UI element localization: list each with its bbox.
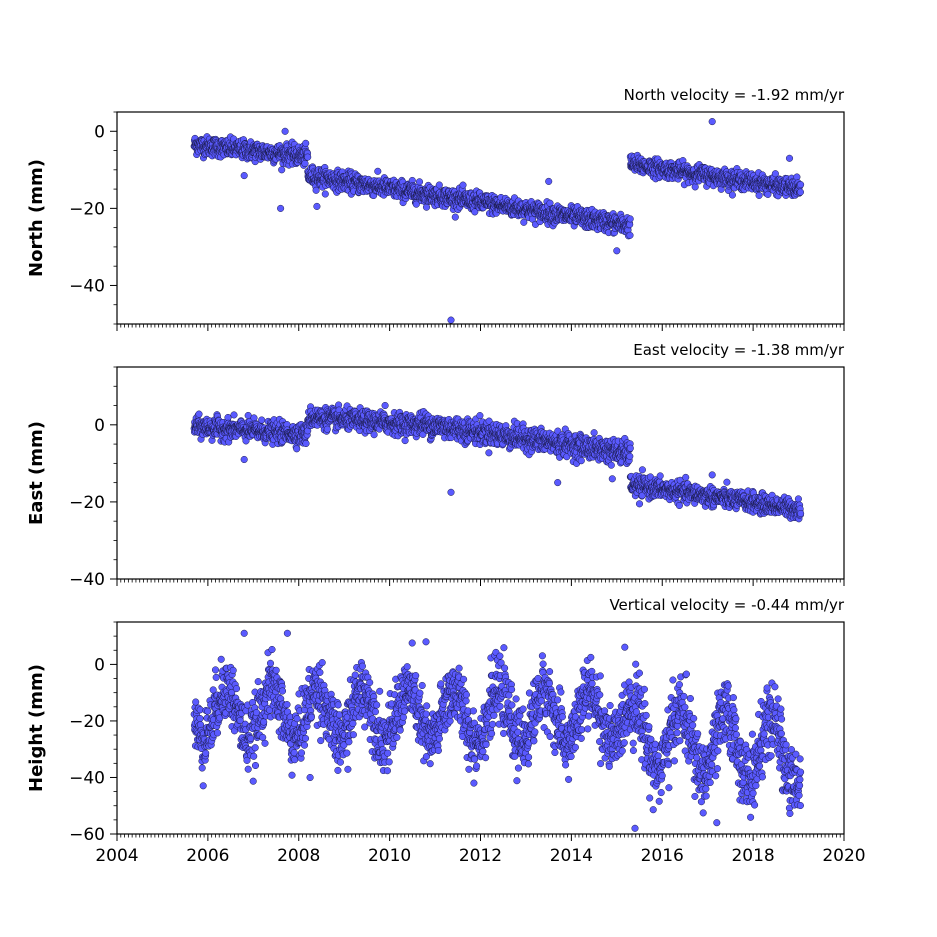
data-point	[435, 181, 443, 189]
outlier-point	[447, 316, 455, 324]
data-point	[323, 425, 331, 433]
data-point	[771, 170, 779, 178]
outlier-point	[277, 204, 285, 212]
y-tick-label: −40	[69, 276, 105, 296]
scatter-points	[190, 401, 805, 523]
outlier-point	[313, 202, 321, 210]
data-point	[321, 190, 329, 198]
data-point	[412, 200, 420, 208]
data-point	[755, 191, 763, 199]
data-point	[401, 437, 409, 445]
data-point	[312, 186, 320, 194]
scatter-points	[190, 118, 805, 324]
outlier-point	[545, 177, 553, 185]
data-point	[797, 181, 805, 189]
data-point	[304, 153, 312, 161]
data-point	[370, 431, 378, 439]
data-point	[793, 173, 801, 181]
north-panel: 0 −20 −40 North (mm) North velocity = -1.92 …	[26, 86, 845, 331]
data-point	[258, 416, 266, 424]
data-point	[451, 213, 459, 221]
data-point	[415, 178, 424, 186]
data-point	[278, 166, 286, 174]
data-point	[626, 452, 634, 460]
data-point	[459, 181, 467, 189]
panel-title: North velocity = -1.92 mm/yr	[624, 86, 845, 104]
y-tick-label: −20	[69, 199, 105, 219]
data-point	[796, 188, 804, 196]
data-point	[195, 410, 203, 418]
outlier-point	[785, 154, 794, 162]
data-point	[230, 411, 238, 419]
data-point	[626, 215, 634, 223]
data-point	[675, 501, 683, 510]
outlier-point	[240, 172, 248, 180]
data-point	[301, 159, 309, 168]
data-point	[764, 190, 772, 198]
y-axis-label: North (mm)	[26, 159, 47, 277]
data-point	[485, 449, 493, 457]
data-point	[374, 167, 382, 175]
data-point	[471, 208, 479, 216]
data-point	[302, 139, 310, 147]
outlier-point	[613, 247, 621, 255]
data-point	[302, 439, 310, 448]
data-point	[691, 183, 699, 191]
data-point	[590, 429, 598, 437]
outlier-point	[281, 127, 289, 135]
data-point	[626, 231, 634, 239]
data-point	[723, 478, 731, 486]
outlier-point	[708, 118, 716, 126]
data-point	[607, 461, 615, 469]
data-point	[293, 445, 301, 453]
data-point	[626, 444, 634, 452]
y-tick-label: 0	[94, 122, 105, 142]
data-point	[656, 472, 664, 480]
data-point	[682, 473, 690, 481]
data-point	[520, 218, 528, 226]
data-point	[476, 412, 484, 420]
data-point	[728, 191, 736, 199]
data-point	[577, 457, 585, 465]
data-point	[638, 466, 646, 474]
